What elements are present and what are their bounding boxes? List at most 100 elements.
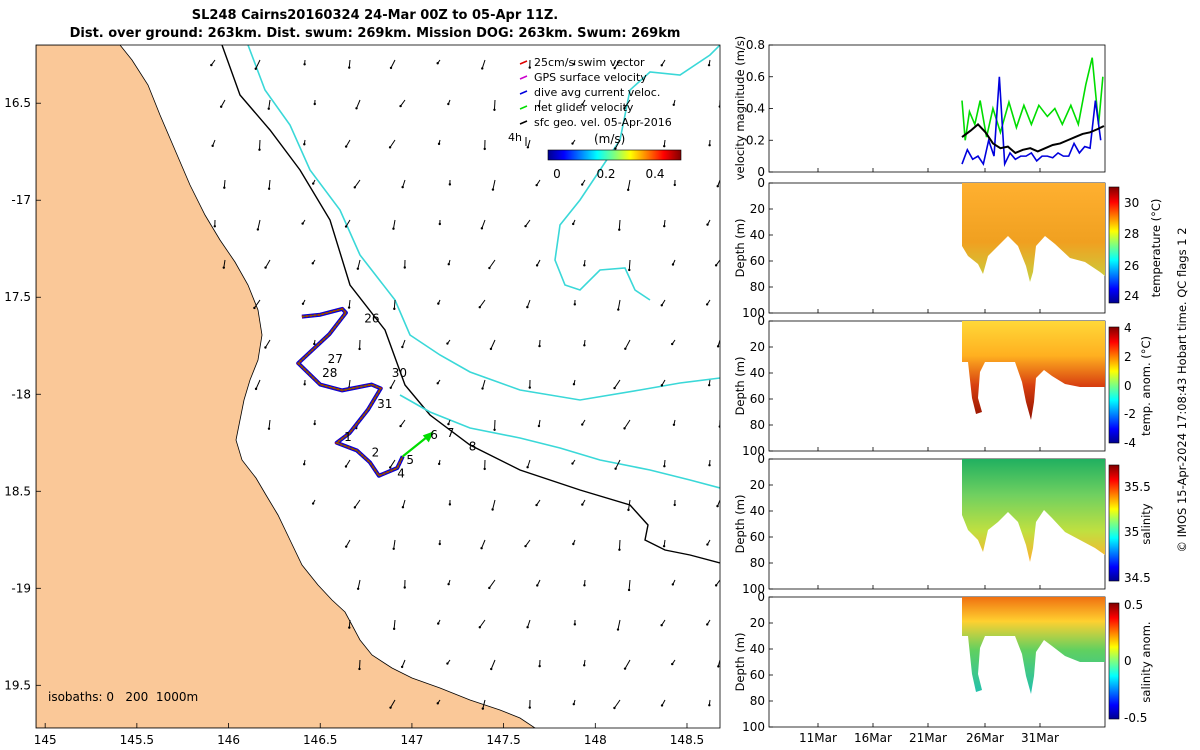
current-vector [357, 259, 361, 269]
track-line [297, 308, 404, 477]
current-vector-head [717, 665, 720, 668]
map-legend: 25cm/s swim vector GPS surface velocity … [508, 56, 682, 181]
chart-title: SL248 Cairns20160324 24-Mar 00Z to 05-Ap… [191, 8, 559, 23]
velocity-ylabel: velocity magnitude (m/s) [733, 36, 747, 181]
temperature-panel: Depth (m) 24 26 28 30 temperature (°C) [733, 182, 1163, 314]
current-vector-head [448, 503, 452, 506]
velocity-ticks: 0 0.2 0.4 0.6 0.8 [746, 38, 773, 179]
map-xtick-label: 147 [400, 733, 423, 747]
current-vector [401, 659, 406, 668]
current-vector-head [222, 266, 225, 269]
current-vector [393, 619, 396, 629]
current-vector-head [311, 502, 315, 505]
current-vector-head [436, 62, 439, 65]
salinity-ylabel: Depth (m) [733, 495, 747, 554]
current-vector-head [347, 306, 351, 309]
current-vector-head [481, 707, 485, 710]
current-vector-head [353, 186, 356, 189]
day-label: 2 [372, 445, 380, 459]
current-vector-head [389, 386, 392, 389]
isobath-200m-south [399, 394, 720, 489]
salinity-anom-ylabel: Depth (m) [733, 633, 747, 692]
current-vector-head [446, 662, 449, 665]
velocity-panel: 0 0.2 0.4 0.6 0.8 velocity magnitude (m/s) [733, 36, 1106, 181]
current-vector [400, 419, 406, 427]
depth-tick-label: 0 [757, 314, 765, 328]
map-xtick-label: 146 [217, 733, 240, 747]
current-vector-head [313, 422, 316, 426]
current-vector-head [401, 506, 405, 509]
net-velocity-arrow [402, 435, 429, 458]
colorbar-tick-1: 0.2 [596, 167, 615, 181]
current-vector-head [707, 383, 711, 387]
salinity-colorbar [1108, 464, 1120, 582]
day-label: 8 [469, 440, 477, 454]
current-vector-head [344, 145, 348, 148]
current-vector [527, 139, 531, 148]
current-vector-head [614, 467, 617, 470]
tanom-cb-tick-4: 4 [1124, 321, 1132, 335]
current-vector-head [528, 706, 531, 709]
current-vector [345, 459, 351, 467]
current-vector [348, 299, 351, 308]
current-vector-field [210, 59, 720, 710]
current-vector-head [258, 148, 261, 151]
current-vector-head [583, 664, 586, 667]
depth-tick-label: 100 [742, 444, 765, 458]
current-vector-head [356, 267, 360, 270]
imos-side-note: © IMOS 15-Apr-2024 17:08:43 Hobart time.… [1175, 227, 1189, 552]
depth-tick-label: 20 [750, 478, 765, 492]
current-vector [402, 499, 406, 508]
temperature-cblabel: temperature (°C) [1149, 199, 1163, 298]
current-vector [223, 259, 226, 268]
current-vector-head [705, 303, 709, 306]
current-vector [617, 619, 621, 630]
current-vector [390, 699, 396, 708]
map-ytick-label: 18.5 [4, 484, 31, 498]
day-label: 31 [377, 397, 392, 411]
current-vector-head [448, 183, 452, 186]
current-vector-head [353, 506, 357, 509]
current-vector-head [303, 463, 306, 466]
current-vector-head [311, 262, 314, 265]
current-vector-head [389, 466, 392, 469]
depth-tick-label: 0 [757, 176, 765, 190]
depth-tick-label: 60 [750, 254, 765, 268]
current-vector-head [716, 345, 720, 348]
depth-tick-label: 40 [750, 366, 765, 380]
current-vector-head [483, 147, 486, 151]
current-vector-head [572, 63, 576, 66]
current-vector [526, 299, 531, 308]
current-vector-head [714, 584, 718, 587]
velocity-ytick-label: 0.8 [746, 38, 765, 52]
current-vector-head [493, 108, 496, 111]
current-vector-head [708, 144, 711, 147]
current-vector-head [618, 228, 621, 231]
current-vector-head [573, 303, 577, 306]
temperature-ylabel: Depth (m) [733, 219, 747, 278]
current-vector-head [389, 66, 393, 70]
current-vector-head [438, 222, 442, 226]
current-vector-head [706, 623, 709, 626]
current-vector-head [613, 66, 616, 70]
salanom-cb-tick-0: -0.5 [1124, 711, 1147, 725]
current-vector [618, 539, 621, 550]
current-vector-head [393, 307, 396, 311]
current-vector-head [254, 387, 258, 391]
current-vector [268, 179, 271, 189]
map-xtick-label: 148 [584, 733, 607, 747]
current-vector-head [301, 222, 304, 225]
current-vector-head [436, 382, 439, 385]
current-vector [402, 179, 406, 188]
current-vector-head [399, 104, 402, 108]
current-vector-head [480, 547, 483, 550]
current-vector-head [303, 63, 306, 66]
depth-tick-label: 80 [750, 280, 765, 294]
map-xtick-label: 147.5 [486, 733, 520, 747]
current-vector [525, 219, 531, 227]
current-vector-head [581, 423, 584, 426]
depth-ticks: 0204060801000204060801000204060801000204… [742, 176, 773, 734]
current-vector [624, 419, 631, 429]
